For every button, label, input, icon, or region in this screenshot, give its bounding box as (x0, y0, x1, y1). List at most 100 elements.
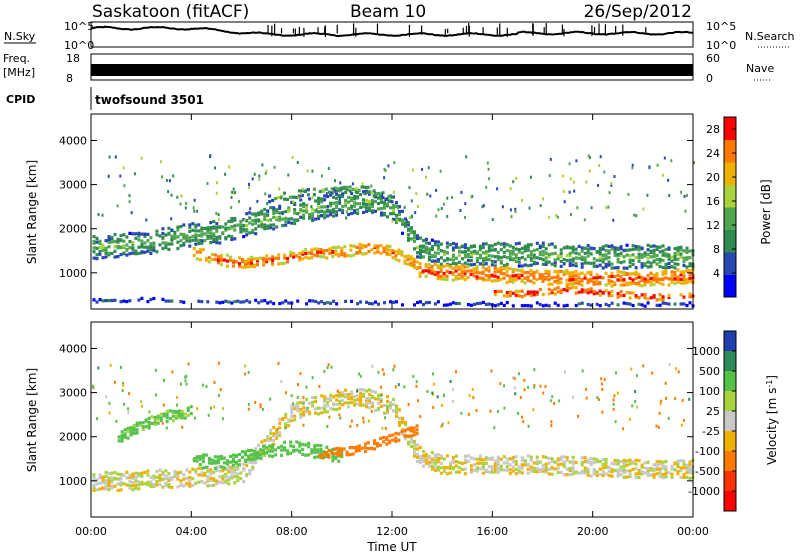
scatter-cell (580, 265, 584, 269)
scatter-cell (95, 478, 99, 482)
scatter-cell (568, 258, 572, 262)
scatter-cell (227, 478, 231, 482)
scatter-cell (472, 468, 476, 472)
scatter-cell (197, 473, 201, 477)
scatter-cell (394, 385, 397, 389)
scatter-cell (293, 407, 297, 411)
scatter-cell (339, 188, 343, 192)
scatter-cell (299, 407, 303, 412)
scatter-cell (655, 460, 659, 464)
scatter-cell (401, 303, 404, 307)
power-scatter (92, 154, 695, 308)
scatter-cell (484, 267, 488, 271)
scatter-cell (248, 216, 252, 220)
scatter-cell (188, 239, 192, 243)
scatter-cell (278, 302, 282, 306)
scatter-cell (577, 290, 581, 294)
scatter-cell (326, 195, 330, 199)
scatter-cell (640, 262, 644, 266)
scatter-cell (230, 468, 234, 473)
scatter-cell (589, 252, 593, 256)
scatter-cell (341, 393, 345, 397)
scatter-cell (329, 201, 333, 205)
scatter-cell (332, 201, 336, 205)
scatter-cell (384, 416, 386, 420)
scatter-cell (360, 185, 364, 189)
scatter-cell (170, 475, 174, 480)
scatter-cell (289, 451, 293, 455)
scatter-cell (565, 269, 569, 273)
scatter-cell (628, 254, 632, 258)
scatter-cell (651, 371, 654, 375)
scatter-cell (335, 302, 339, 306)
scatter-cell (351, 182, 354, 186)
scatter-cell (256, 453, 259, 457)
scatter-cell (496, 289, 500, 293)
scatter-cell (119, 238, 123, 242)
scatter-cell (119, 472, 123, 476)
scatter-cell (98, 252, 102, 256)
scatter-cell (514, 459, 518, 463)
scatter-cell (562, 272, 566, 277)
scatter-cell (631, 244, 635, 248)
scatter-cell (592, 472, 596, 476)
scatter-cell (210, 461, 214, 465)
scatter-cell (362, 403, 365, 407)
scatter-cell (314, 399, 318, 404)
scatter-cell (395, 404, 398, 408)
scatter-cell (359, 300, 363, 304)
scatter-cell (153, 420, 157, 424)
scatter-cell (323, 410, 327, 414)
scatter-cell (571, 280, 575, 284)
scatter-cell (397, 383, 400, 387)
scatter-cell (527, 424, 530, 428)
scatter-cell (242, 479, 246, 484)
scatter-cell (466, 259, 470, 263)
scatter-cell (241, 450, 244, 454)
scatter-cell (490, 465, 494, 469)
scatter-cell (152, 474, 156, 478)
scatter-cell (499, 464, 503, 468)
scatter-cell (664, 247, 668, 251)
scatter-cell (374, 209, 377, 213)
scatter-cell (266, 224, 270, 228)
scatter-cell (224, 475, 228, 479)
scatter-cell (601, 260, 605, 264)
scatter-cell (394, 439, 398, 443)
scatter-cell (356, 394, 360, 398)
scatter-cell (301, 187, 304, 191)
scatter-cell (670, 472, 674, 476)
scatter-cell (489, 409, 492, 413)
scatter-cell (393, 364, 396, 368)
scatter-cell (206, 484, 210, 488)
scatter-cell (637, 248, 641, 252)
scatter-cell (433, 262, 437, 266)
scatter-cell (317, 301, 321, 305)
scatter-cell (148, 410, 151, 414)
scatter-cell (466, 459, 470, 463)
scatter-cell (436, 453, 440, 457)
scatter-cell (215, 479, 219, 483)
scatter-cell (125, 247, 129, 251)
scatter-cell (580, 271, 584, 275)
scatter-cell (403, 261, 407, 265)
scatter-cell (224, 222, 228, 226)
scatter-cell (565, 456, 569, 460)
scatter-cell (469, 250, 473, 254)
scatter-cell (571, 462, 575, 466)
scatter-cell (640, 284, 644, 288)
scatter-cell (296, 407, 300, 411)
scatter-cell (250, 261, 253, 265)
scatter-cell (158, 473, 162, 478)
scatter-cell (159, 416, 163, 420)
scatter-cell (523, 463, 527, 467)
scatter-cell (278, 417, 282, 422)
scatter-cell (368, 399, 371, 403)
scatter-cell (511, 268, 515, 272)
scatter-cell (556, 286, 560, 290)
scatter-cell (145, 218, 148, 222)
scatter-cell (336, 389, 339, 393)
scatter-cell (484, 262, 488, 266)
scatter-cell (628, 281, 632, 285)
